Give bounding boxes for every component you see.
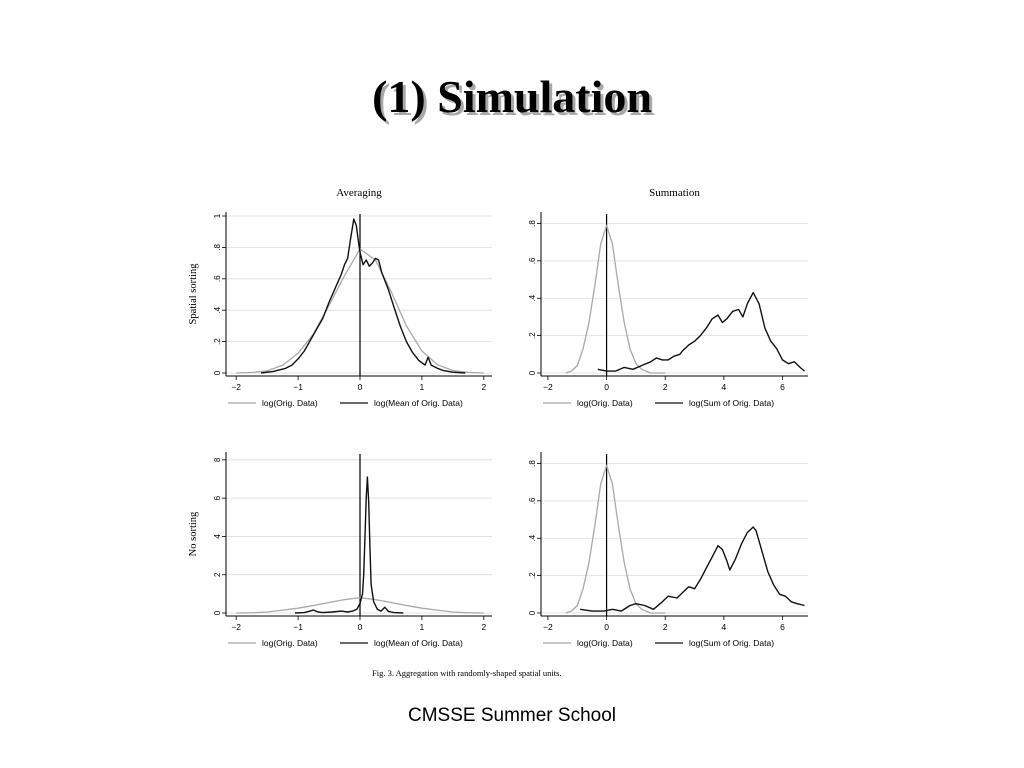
bottom-right-ytick-label: 0 <box>528 610 537 615</box>
top-left-panel-title: Averaging <box>336 187 382 199</box>
bottom-left-series-line <box>236 597 484 614</box>
top-left-ytick-label: 1 <box>213 213 222 218</box>
bottom-right-ytick-label: .8 <box>528 460 537 467</box>
top-right-xtick-label: 2 <box>663 382 668 392</box>
top-right-xtick-label: 4 <box>722 382 727 392</box>
bottom-left-ytick-label: 4 <box>213 534 222 539</box>
top-right-series-line <box>565 224 666 374</box>
top-left-row-label: Spatial sorting <box>188 263 199 325</box>
top-right-legend-label-orig: log(Orig. Data) <box>577 398 633 408</box>
bottom-right-xtick-label: −2 <box>543 622 553 632</box>
top-left-legend-label-orig: log(Orig. Data) <box>262 398 318 408</box>
bottom-left-row-label: No sorting <box>188 511 199 556</box>
bottom-right-legend-label-orig: log(Orig. Data) <box>577 638 633 648</box>
bottom-right-ytick-label: .4 <box>528 534 537 541</box>
bottom-right-ytick-label: .2 <box>528 572 537 579</box>
slide-title: (1) Simulation <box>372 71 652 122</box>
bottom-left-xtick-label: −2 <box>231 622 241 632</box>
top-left-legend-label-agg: log(Mean of Orig. Data) <box>374 398 463 408</box>
top-left-xtick-label: 0 <box>358 382 363 392</box>
bottom-right-series-line <box>580 526 805 612</box>
top-right-xtick-label: 6 <box>780 382 785 392</box>
bottom-right-series-line <box>565 464 666 614</box>
top-left-ytick-label: .8 <box>213 244 222 251</box>
top-right-ytick-label: .6 <box>528 257 537 264</box>
top-left-ytick-label: .4 <box>213 306 222 313</box>
bottom-left-xtick-label: 0 <box>358 622 363 632</box>
top-right-panel-title: Summation <box>649 187 700 199</box>
top-left-xtick-label: 1 <box>420 382 425 392</box>
bottom-right-ytick-label: .6 <box>528 497 537 504</box>
top-right-ytick-label: 0 <box>528 370 537 375</box>
bottom-right-legend-label-agg: log(Sum of Orig. Data) <box>689 638 774 648</box>
top-right-ytick-label: .4 <box>528 294 537 301</box>
figure-caption: Fig. 3. Aggregation with randomly-shaped… <box>372 668 562 678</box>
slide-footer: CMSSE Summer School <box>407 705 616 726</box>
top-left-xtick-label: −1 <box>293 382 303 392</box>
bottom-left-series-line <box>294 476 404 614</box>
bottom-right-xtick-label: 6 <box>780 622 785 632</box>
top-left-ytick-label: .6 <box>213 275 222 282</box>
bottom-right-xtick-label: 2 <box>663 622 668 632</box>
top-right-ytick-label: .2 <box>528 332 537 339</box>
bottom-left-legend-label-orig: log(Orig. Data) <box>262 638 318 648</box>
top-right-ytick-label: .8 <box>528 220 537 227</box>
top-right-legend-label-agg: log(Sum of Orig. Data) <box>689 398 774 408</box>
bottom-left-ytick-label: 6 <box>213 495 222 500</box>
top-left-xtick-label: −2 <box>231 382 241 392</box>
top-right-series-line <box>597 291 805 372</box>
bottom-left-xtick-label: 2 <box>481 622 486 632</box>
bottom-right-xtick-label: 4 <box>722 622 727 632</box>
bottom-right-xtick-label: 0 <box>604 622 609 632</box>
bottom-left-ytick-label: 0 <box>213 610 222 615</box>
bottom-left-ytick-label: 2 <box>213 572 222 577</box>
bottom-left-xtick-label: 1 <box>420 622 425 632</box>
top-left-xtick-label: 2 <box>481 382 486 392</box>
bottom-left-ytick-label: 8 <box>213 457 222 462</box>
bottom-left-legend-label-agg: log(Mean of Orig. Data) <box>374 638 463 648</box>
top-left-series-line <box>260 218 466 374</box>
top-right-xtick-label: −2 <box>543 382 553 392</box>
top-left-ytick-label: 0 <box>213 370 222 375</box>
top-left-ytick-label: .2 <box>213 338 222 345</box>
bottom-left-xtick-label: −1 <box>293 622 303 632</box>
top-right-xtick-label: 0 <box>604 382 609 392</box>
